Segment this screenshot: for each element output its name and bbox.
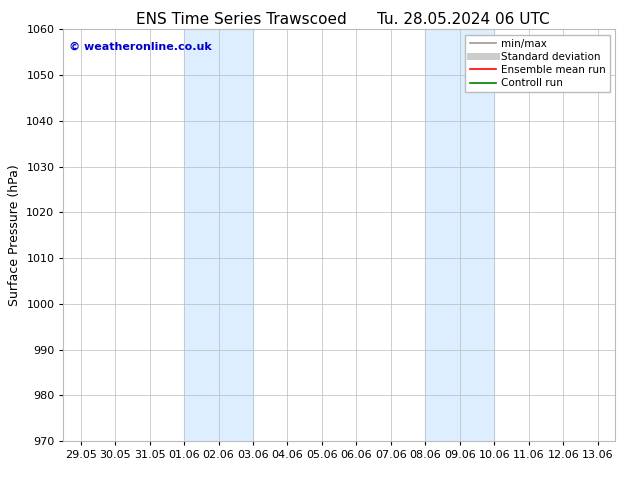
Bar <box>184 29 253 441</box>
Legend: min/max, Standard deviation, Ensemble mean run, Controll run: min/max, Standard deviation, Ensemble me… <box>465 35 610 92</box>
Text: ENS Time Series Trawscoed: ENS Time Series Trawscoed <box>136 12 346 27</box>
Text: Tu. 28.05.2024 06 UTC: Tu. 28.05.2024 06 UTC <box>377 12 549 27</box>
Y-axis label: Surface Pressure (hPa): Surface Pressure (hPa) <box>8 164 21 306</box>
Text: © weatheronline.co.uk: © weatheronline.co.uk <box>69 42 212 52</box>
Bar <box>425 29 495 441</box>
